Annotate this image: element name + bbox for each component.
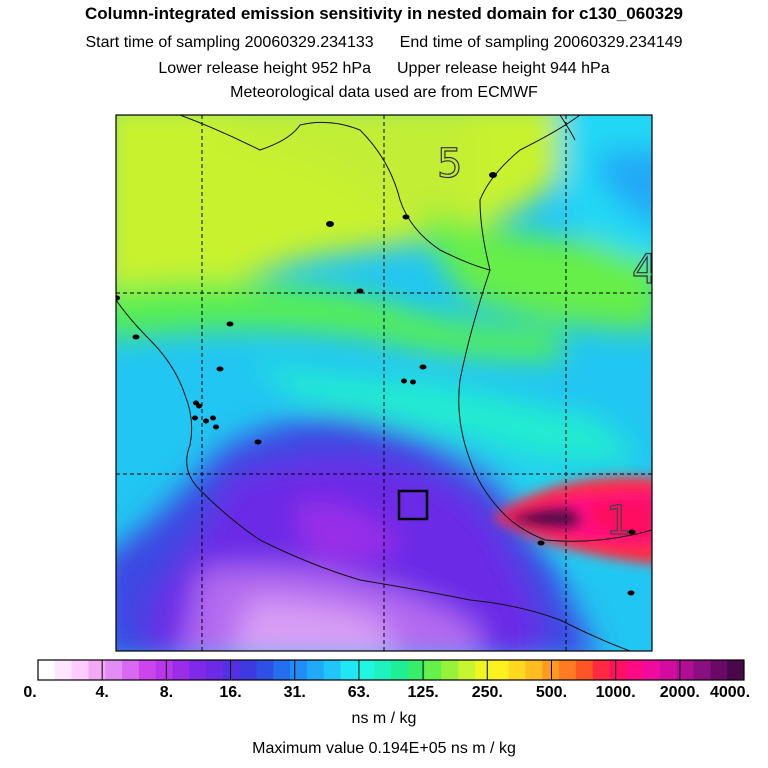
colorbar-cell	[239, 660, 258, 680]
colorbar-cell	[643, 660, 661, 680]
colorbar-cell	[222, 660, 241, 680]
colorbar-cell	[525, 660, 543, 680]
colorbar-cell	[155, 660, 173, 680]
colorbar-cell	[727, 660, 745, 680]
colorbar-tick-label: 0.	[23, 684, 36, 701]
colorbar-cell	[38, 660, 56, 680]
colorbar-cell	[374, 660, 392, 680]
colorbar-cell	[54, 660, 73, 680]
region-label-4: 4	[632, 247, 657, 293]
maximum-value-text: Maximum value 0.194E+05 ns m / kg	[252, 740, 516, 757]
map-field: 5 4 1	[116, 115, 657, 651]
colorbar-cell	[306, 660, 325, 680]
colorbar-cell	[575, 660, 594, 680]
colorbar-cell	[357, 660, 375, 680]
colorbar-cell	[391, 660, 409, 680]
colorbar-cell	[676, 660, 695, 680]
colorbar-tick-label: 125.	[408, 684, 439, 701]
colorbar-tick-label: 63.	[348, 684, 370, 701]
colorbar-cell	[256, 660, 274, 680]
colorbar-tick-label: 4000.	[710, 684, 750, 701]
colorbar-cell	[122, 660, 140, 680]
colorbar-cell	[609, 660, 627, 680]
colorbar-cell	[626, 660, 644, 680]
upper-release-text: Upper release height 944 hPa	[397, 60, 610, 77]
colorbar-tick-label: 4.	[96, 684, 109, 701]
colorbar-cell	[458, 660, 476, 680]
release-box	[397, 489, 429, 521]
colorbar-cell	[323, 660, 342, 680]
colorbar-tick-label: 31.	[284, 684, 306, 701]
colorbar-cell	[88, 660, 106, 680]
graticule	[116, 115, 652, 651]
map-frame	[115, 114, 653, 652]
end-time-text: End time of sampling 20060329.234149	[399, 34, 683, 51]
colorbar-cell	[105, 660, 123, 680]
colorbar-cell	[71, 660, 89, 680]
colorbar-tick-label: 16.	[219, 684, 241, 701]
release-heights: Lower release height 952 hPa Upper releas…	[0, 60, 768, 78]
colorbar-cell	[441, 660, 459, 680]
colorbar-cell	[172, 660, 190, 680]
lower-release-text: Lower release height 952 hPa	[158, 60, 371, 77]
colorbar-cell	[273, 660, 291, 680]
colorbar-cell	[407, 660, 426, 680]
colorbar-cell	[542, 660, 560, 680]
colorbar-cell	[710, 660, 728, 680]
region-label-1: 1	[606, 498, 631, 544]
colorbar-tick-label: 1000.	[596, 684, 636, 701]
colorbar-cell	[424, 660, 442, 680]
colorbar-tick-label: 2000.	[660, 684, 700, 701]
colorbar-cell	[340, 660, 358, 680]
start-time-text: Start time of sampling 20060329.234133	[85, 34, 374, 51]
colorbar-cell	[189, 660, 207, 680]
colorbar-cell	[592, 660, 611, 680]
colorbar-cell	[138, 660, 157, 680]
colorbar-cell	[693, 660, 711, 680]
met-data-text: Meteorological data used are from ECMWF	[230, 84, 538, 101]
region-label-5: 5	[437, 141, 462, 187]
sampling-times: Start time of sampling 20060329.234133 En…	[0, 34, 768, 52]
colorbar-cell	[659, 660, 678, 680]
map-title: Column-integrated emission sensitivity i…	[84, 4, 684, 23]
colorbar-tick-label: 250.	[472, 684, 503, 701]
colorbar-cell	[206, 660, 224, 680]
colorbar-cells	[38, 660, 745, 680]
colorbar-units: ns m / kg	[351, 710, 417, 727]
colorbar-cell	[559, 660, 577, 680]
colorbar-cell	[508, 660, 526, 680]
colorbar-cell	[475, 660, 493, 680]
colorbar-cell	[491, 660, 510, 680]
city-markers	[116, 172, 636, 596]
colorbar-tick-label: 8.	[160, 684, 173, 701]
colorbar-tick-label: 500.	[536, 684, 567, 701]
colorbar-cell	[290, 660, 308, 680]
